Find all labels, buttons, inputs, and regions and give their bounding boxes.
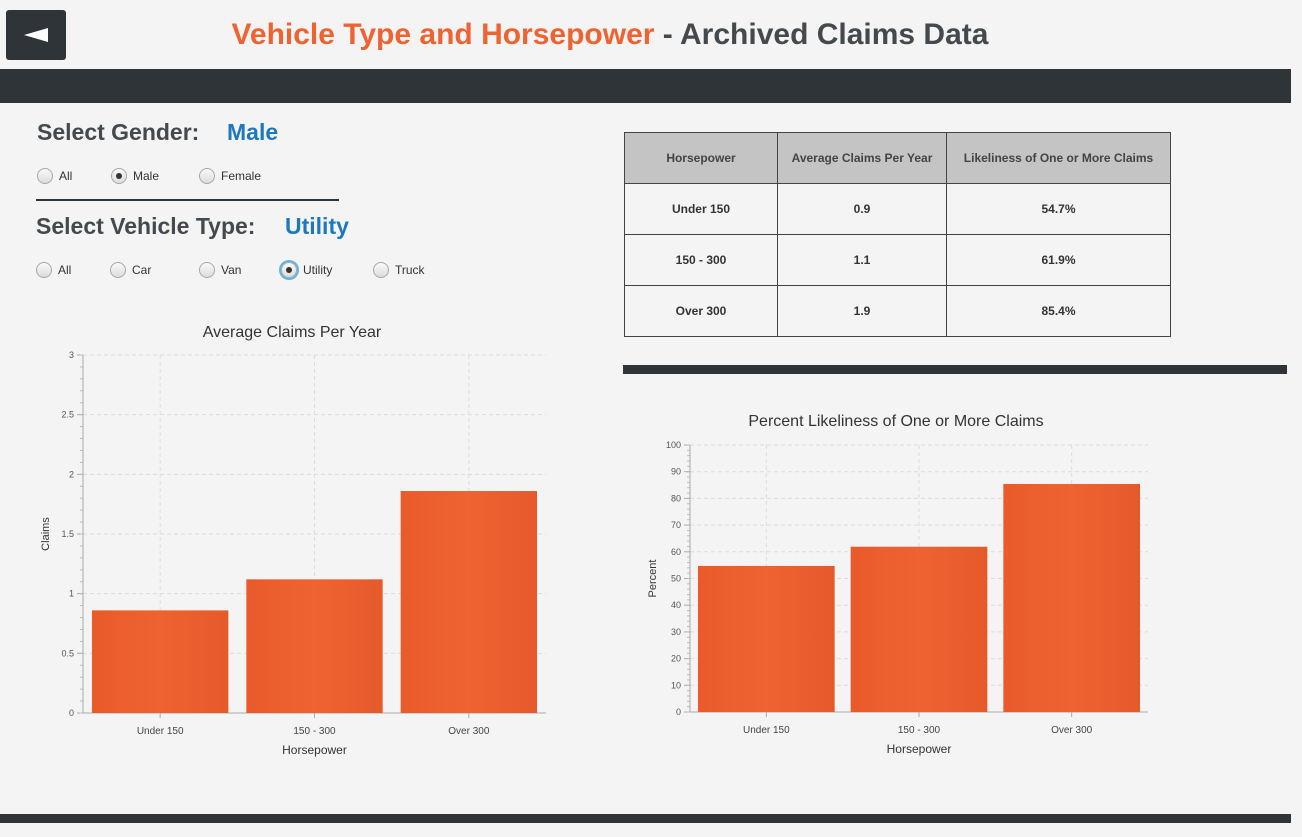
page-title: Vehicle Type and Horsepower - Archived C… — [0, 18, 1220, 52]
y-tick-label: 80 — [671, 493, 681, 503]
back-arrow-icon — [24, 28, 48, 42]
bar — [246, 579, 383, 713]
likeliness-chart-title: Percent Likeliness of One or More Claims — [748, 413, 1044, 430]
table-cell: 1.9 — [777, 285, 947, 337]
y-tick-label: 20 — [671, 654, 681, 664]
table-cell: 54.7% — [946, 183, 1171, 235]
page-title-main: Vehicle Type and Horsepower — [231, 18, 655, 51]
radio-circle[interactable] — [36, 262, 52, 278]
section-divider — [36, 199, 339, 201]
table-header-row: Horsepower Average Claims Per Year Likel… — [624, 132, 1171, 184]
y-tick-label: 10 — [671, 680, 681, 690]
x-tick-label: Over 300 — [448, 726, 490, 737]
radio-circle[interactable] — [110, 262, 126, 278]
claims-per-year-chart: 0 0.5 1 1.5 2 2.5 3 Under 150 150 - 300 Over 300 H… — [40, 350, 546, 757]
table-row: Under 150 0.9 54.7% — [624, 183, 1171, 235]
y-tick-label: 0.5 — [61, 648, 74, 658]
bar — [850, 546, 988, 712]
radio-label: Utility — [303, 263, 333, 277]
radio-circle-selected[interactable] — [111, 168, 127, 184]
x-tick-label: 150 - 300 — [898, 725, 941, 736]
page-title-suffix: - Archived Claims Data — [662, 18, 989, 51]
y-tick-label: 2 — [69, 469, 74, 479]
y-tick-label: 0 — [69, 708, 74, 718]
y-tick-label: 40 — [671, 600, 681, 610]
table-cell: 61.9% — [946, 234, 1171, 286]
gender-label: Select Gender: — [37, 119, 200, 145]
table-cell: 85.4% — [946, 285, 1171, 337]
x-tick-label: Over 300 — [1051, 725, 1093, 736]
table-divider-bar — [623, 365, 1287, 374]
footer-bar — [0, 814, 1291, 823]
radio-circle[interactable] — [37, 168, 53, 184]
table-row: 150 - 300 1.1 61.9% — [624, 234, 1171, 286]
y-axis-title: Percent — [647, 560, 659, 598]
x-axis-title: Horsepower — [887, 742, 952, 756]
y-tick-label: 50 — [671, 574, 681, 584]
bar — [698, 565, 835, 712]
x-tick-label: Under 150 — [137, 726, 184, 737]
radio-circle-selected[interactable] — [281, 262, 297, 278]
table-header-cell: Average Claims Per Year — [777, 132, 947, 184]
table-cell: 150 - 300 — [624, 234, 778, 286]
bar — [1003, 483, 1140, 712]
radio-label: Male — [133, 169, 160, 183]
y-tick-label: 70 — [671, 520, 681, 530]
y-tick-label: 0 — [676, 707, 681, 717]
bar — [400, 491, 537, 713]
radio-label: Truck — [395, 263, 425, 277]
table-cell: Under 150 — [624, 183, 778, 235]
radio-label: Van — [221, 263, 242, 277]
table-header-cell: Horsepower — [624, 132, 778, 184]
y-tick-label: 2.5 — [61, 410, 74, 420]
radio-label: All — [58, 263, 72, 277]
header-bar — [0, 69, 1291, 103]
horsepower-summary-table: Horsepower Average Claims Per Year Likel… — [624, 132, 1171, 337]
y-tick-label: 90 — [671, 467, 681, 477]
y-tick-label: 100 — [666, 440, 681, 450]
vehicle-type-label: Select Vehicle Type: — [36, 213, 256, 239]
x-tick-label: Under 150 — [743, 725, 790, 736]
x-tick-label: 150 - 300 — [293, 726, 336, 737]
table-cell: 1.1 — [777, 234, 947, 286]
claims-chart-title: Average Claims Per Year — [202, 324, 382, 341]
vehicle-type-selected-value: Utility — [285, 213, 349, 239]
y-tick-label: 30 — [671, 627, 681, 637]
y-tick-label: 60 — [671, 547, 681, 557]
back-button[interactable] — [6, 10, 66, 60]
radio-circle[interactable] — [373, 262, 389, 278]
radio-label: Female — [221, 169, 262, 183]
y-axis-title: Claims — [40, 517, 52, 551]
table-header-cell: Likeliness of One or More Claims — [946, 132, 1171, 184]
table-cell: Over 300 — [624, 285, 778, 337]
radio-circle[interactable] — [199, 168, 215, 184]
likeliness-percent-chart: 0 10 20 30 40 50 60 70 80 90 100 Under 150 150 - 300… — [647, 440, 1148, 756]
bar — [92, 610, 229, 713]
gender-selected-value: Male — [227, 119, 279, 145]
y-tick-label: 1 — [69, 589, 74, 599]
radio-circle[interactable] — [199, 262, 215, 278]
y-tick-label: 1.5 — [61, 529, 74, 539]
radio-label: Car — [132, 263, 152, 277]
y-tick-label: 3 — [69, 350, 74, 360]
radio-label: All — [59, 169, 73, 183]
table-cell: 0.9 — [777, 183, 947, 235]
x-axis-title: Horsepower — [282, 743, 347, 757]
table-row: Over 300 1.9 85.4% — [624, 285, 1171, 337]
